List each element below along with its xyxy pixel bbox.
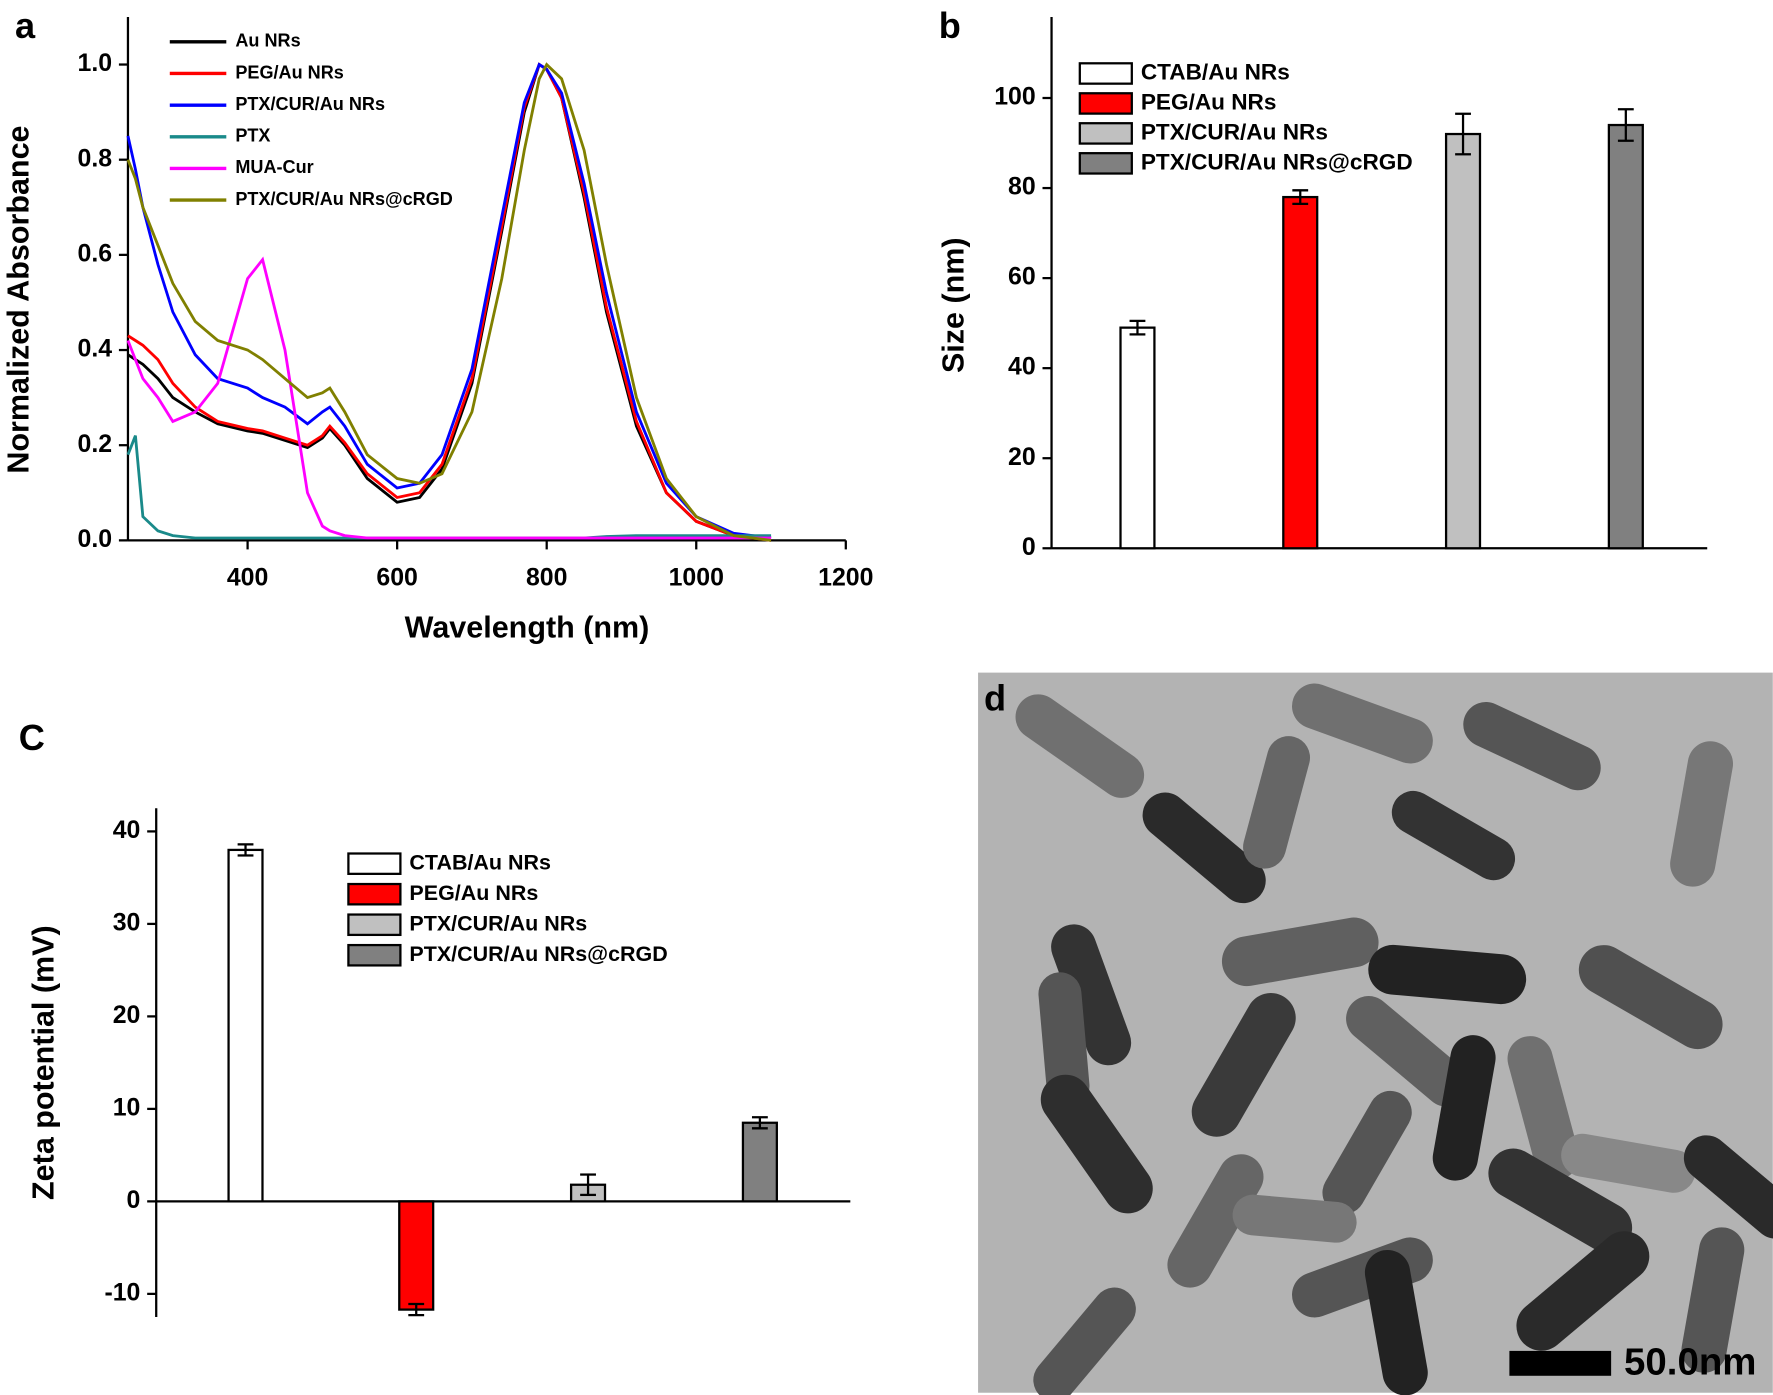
line-series [126, 256, 772, 540]
y-tick-label: 0 [127, 1186, 141, 1214]
y-axis-label: Zeta potential (mV) [26, 925, 60, 1200]
legend-label: PTX/CUR/Au NRs [409, 911, 587, 935]
line-series [127, 62, 772, 542]
legend-label: PTX/CUR/Au NRs [1141, 119, 1328, 144]
legend-label: PTX/CUR/Au NRs@cRGD [409, 942, 667, 966]
legend-label: PEG/Au NRs [235, 62, 343, 82]
bar [398, 1200, 435, 1311]
x-tick-label: 400 [227, 563, 268, 591]
y-axis-label: Normalized Absorbance [2, 125, 36, 473]
y-tick-label: 0.2 [78, 430, 113, 458]
y-tick-label: 100 [994, 83, 1035, 111]
bar [1607, 123, 1644, 550]
legend-swatch [1078, 62, 1133, 85]
scale-bar-label: 50.0nm [1624, 1341, 1756, 1384]
panel-label: a [15, 5, 36, 46]
y-tick-label: 60 [1008, 263, 1036, 291]
bar [741, 1121, 778, 1203]
y-tick-label: 0.8 [78, 144, 113, 172]
legend-swatch [347, 913, 402, 937]
y-tick-label: 80 [1008, 173, 1036, 201]
legend-label: PTX/CUR/Au NRs@cRGD [1141, 149, 1413, 174]
legend-label: PTX [235, 126, 270, 146]
legend-swatch [347, 882, 402, 906]
y-tick-label: 30 [113, 908, 141, 936]
y-tick-label: 0.6 [78, 239, 113, 267]
x-tick-label: 800 [526, 563, 567, 591]
bar [1282, 195, 1319, 550]
y-tick-label: 20 [113, 1001, 141, 1029]
legend-label: Au NRs [235, 31, 300, 51]
bar [1444, 132, 1482, 550]
panel-label: b [939, 5, 961, 46]
legend-label: PTX/CUR/Au NRs [235, 94, 385, 114]
tem-image [978, 672, 1773, 1395]
legend-label: PEG/Au NRs [1141, 89, 1277, 114]
y-tick-label: 40 [113, 816, 141, 844]
line-series [126, 62, 772, 540]
bar [227, 848, 264, 1203]
panel-label: d [984, 677, 1006, 718]
x-axis-label: Wavelength (nm) [405, 611, 650, 645]
legend-label: MUA-Cur [235, 157, 313, 177]
y-tick-label: 20 [1008, 443, 1036, 471]
y-tick-label: 10 [113, 1093, 141, 1121]
panel-label: C [19, 717, 45, 758]
legend-swatch [1078, 122, 1133, 145]
legend-swatch [1078, 152, 1133, 175]
legend-swatch [1078, 92, 1133, 115]
legend-label: PEG/Au NRs [409, 881, 538, 905]
nanorods [1015, 683, 1773, 1395]
legend-swatch [347, 852, 402, 875]
line-series [126, 62, 772, 542]
x-tick-label: 1000 [669, 563, 724, 591]
legend-label: CTAB/Au NRs [409, 850, 551, 874]
scale-bar [1509, 1350, 1612, 1376]
y-tick-label: 1.0 [78, 49, 113, 77]
y-tick-label: -10 [104, 1278, 140, 1306]
y-tick-label: 40 [1008, 353, 1036, 381]
y-tick-label: 0.0 [78, 525, 113, 553]
legend-label: PTX/CUR/Au NRs@cRGD [235, 189, 453, 209]
bar [1119, 326, 1156, 550]
y-tick-label: 0.4 [78, 335, 113, 363]
x-tick-label: 1200 [818, 563, 873, 591]
y-axis-label: Size (nm) [937, 237, 971, 373]
x-tick-label: 600 [376, 563, 417, 591]
legend-label: CTAB/Au NRs [1141, 59, 1290, 84]
y-tick-label: 0 [1022, 533, 1036, 561]
legend-swatch [347, 943, 402, 967]
